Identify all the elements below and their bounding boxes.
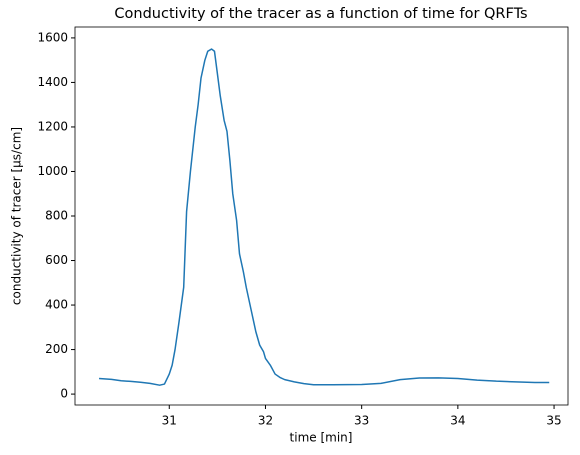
x-tick-label: 34 bbox=[450, 414, 465, 428]
x-axis-label: time [min] bbox=[290, 431, 353, 445]
data-line bbox=[98, 48, 550, 386]
y-tick-label: 1400 bbox=[37, 75, 68, 89]
y-tick-label: 1600 bbox=[37, 30, 68, 44]
y-tick-label: 800 bbox=[45, 209, 68, 223]
y-tick-label: 400 bbox=[45, 298, 68, 312]
x-tick-label: 35 bbox=[546, 414, 561, 428]
y-tick-label: 600 bbox=[45, 253, 68, 267]
y-tick-label: 1200 bbox=[37, 119, 68, 133]
x-tick-label: 32 bbox=[258, 414, 273, 428]
x-tick-label: 33 bbox=[354, 414, 369, 428]
plot-frame bbox=[74, 26, 569, 406]
y-tick-label: 0 bbox=[60, 387, 68, 401]
chart-title: Conductivity of the tracer as a function… bbox=[114, 6, 527, 22]
y-tick-label: 200 bbox=[45, 342, 68, 356]
x-tick-label: 31 bbox=[162, 414, 177, 428]
y-tick-label: 1000 bbox=[37, 164, 68, 178]
y-axis-label: conductivity of tracer [µs/cm] bbox=[10, 127, 24, 305]
